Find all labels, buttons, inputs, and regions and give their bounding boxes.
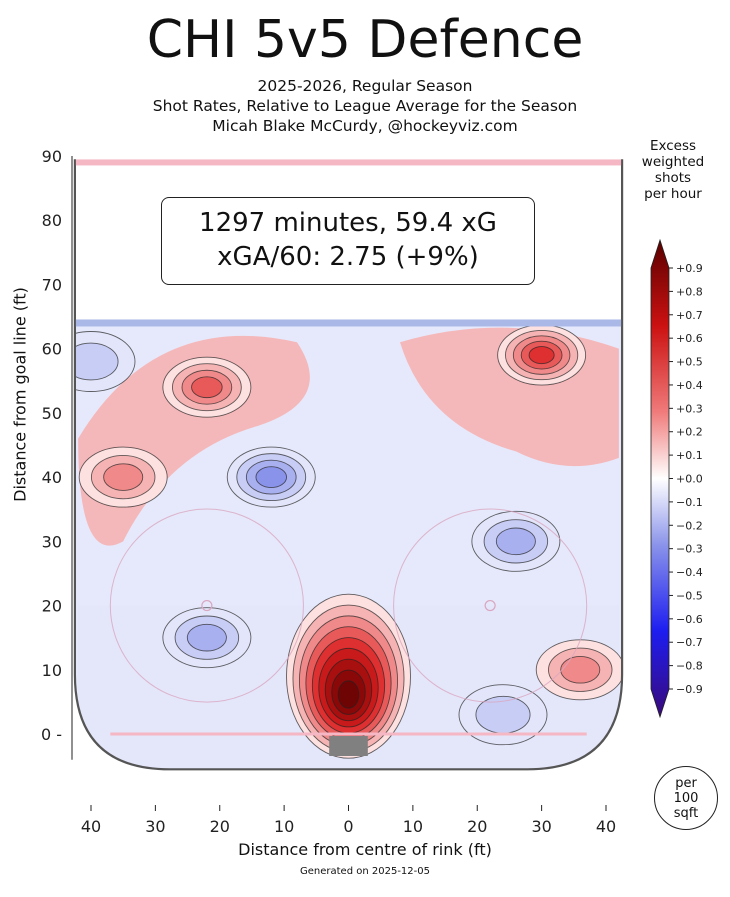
faceoff-dot — [201, 599, 213, 612]
rink-boards — [73, 159, 624, 771]
heat-region-left-point-cold — [74, 331, 136, 392]
contour-level — [103, 463, 144, 491]
goal-net — [329, 736, 368, 756]
y-tick-label: 70 — [42, 275, 62, 294]
contour-level — [186, 623, 227, 652]
contour-level — [191, 376, 223, 399]
x-tick-label: 30 — [145, 817, 165, 836]
colorbar-tick-label: −0.9 — [676, 683, 703, 696]
y-axis-label: Distance from goal line (ft) — [10, 287, 30, 502]
contour-level — [337, 680, 360, 709]
unit-badge: per 100 sqft — [654, 766, 718, 830]
summary-minutes-xg: 1297 minutes, 59.4 xG — [199, 208, 497, 238]
x-tick-label: 40 — [596, 817, 616, 836]
x-tick-label: 10 — [403, 817, 423, 836]
colorbar-title-line: Excess — [649, 138, 697, 154]
colorbar-tick-label: +0.2 — [676, 426, 703, 439]
colorbar-title: Excess weighted shots per hour — [638, 138, 708, 202]
colorbar-title-line: per hour — [644, 186, 702, 202]
y-tick-label: 60 — [42, 340, 62, 359]
faceoff-circle — [109, 508, 304, 703]
subtitle-description: Shot Rates, Relative to League Average f… — [152, 97, 578, 115]
heat-region-right-circle-cold — [471, 510, 561, 572]
colorbar-tick-label: +0.4 — [676, 379, 703, 392]
colorbar-tick-label: +0.5 — [676, 356, 703, 369]
page-title: CHI 5v5 Defence — [146, 10, 584, 70]
x-tick-label: 40 — [81, 817, 101, 836]
subtitle-season: 2025-2026, Regular Season — [257, 77, 473, 95]
colorbar-tick-label: +0.6 — [676, 332, 703, 345]
colorbar-tick-label: +0.3 — [676, 402, 703, 415]
y-tick-label: 10 — [42, 661, 62, 680]
x-tick-label: 20 — [210, 817, 230, 836]
heat-region-right-crease-cold — [458, 684, 548, 746]
colorbar-tick-label: +0.8 — [676, 285, 703, 298]
top-line — [75, 159, 622, 166]
colorbar-tick-label: −0.4 — [676, 566, 703, 579]
colorbar-tick-label: −0.8 — [676, 660, 703, 673]
contour-level — [528, 346, 555, 365]
unit-badge-line: sqft — [673, 806, 699, 821]
colorbar-tick-label: +0.7 — [676, 309, 703, 322]
contour-level — [495, 527, 536, 556]
y-tick-label: 40 — [42, 468, 62, 487]
y-tick-label: 80 — [42, 211, 62, 230]
heat-region-high-slot-cold — [226, 446, 316, 508]
colorbar-tick-label: −0.7 — [676, 636, 703, 649]
colorbar-tick-label: −0.6 — [676, 613, 703, 626]
x-tick-label: 20 — [467, 817, 487, 836]
colorbar-tick-label: +0.1 — [676, 449, 703, 462]
colorbar-tick-label: +0.9 — [676, 262, 703, 275]
rink-markings — [73, 159, 624, 771]
heat-region-left-point — [162, 356, 252, 418]
heat-region-right-point-high — [497, 324, 587, 386]
colorbar-title-line: shots — [654, 170, 692, 186]
y-tick-label: 20 — [42, 597, 62, 616]
colorbar-tick-label: −0.3 — [676, 543, 703, 556]
subtitle-author: Micah Blake McCurdy, @hockeyviz.com — [212, 117, 518, 135]
colorbar: +0.9 +0.8 +0.7 +0.6 +0.5 +0.4 +0.3 +0.2 +0.1 +0.0… — [650, 238, 703, 719]
summary-xga60: xGA/60: 2.75 (+9%) — [217, 242, 479, 272]
heat-region-left-circle-cold — [162, 607, 252, 669]
colorbar-gradient — [650, 238, 670, 719]
heat-region-left-boards — [78, 446, 168, 508]
contour-level — [255, 466, 288, 488]
generated-date: Generated on 2025-12-05 — [300, 866, 430, 877]
faceoff-dot — [484, 599, 496, 612]
colorbar-tick-label: −0.2 — [676, 519, 703, 532]
heat-region-right-low-corner — [535, 639, 623, 701]
contour-level — [560, 655, 601, 684]
unit-badge-line: 100 — [673, 791, 699, 806]
y-tick-label: 0 - — [41, 725, 62, 744]
blue-line — [75, 319, 622, 327]
unit-badge-line: per — [675, 776, 697, 791]
faceoff-circle — [393, 508, 588, 703]
heat-region-slot-hotspot — [286, 593, 411, 759]
colorbar-tick-label: +0.0 — [676, 473, 703, 486]
x-tick-label: 30 — [531, 817, 551, 836]
y-tick-label: 30 — [42, 532, 62, 551]
colorbar-tick-label: −0.5 — [676, 589, 703, 602]
colorbar-title-line: weighted — [641, 154, 705, 170]
colorbar-tick-label: −0.1 — [676, 496, 703, 509]
x-axis-label: Distance from centre of rink (ft) — [238, 840, 492, 859]
x-tick-label: 0 — [343, 817, 353, 836]
axes: 0 - 10 20 30 40 50 60 70 80 90 40 30 20 10 0 10 20 30 40 — [41, 147, 616, 836]
contour-level — [74, 342, 119, 381]
summary-box: 1297 minutes, 59.4 xG xGA/60: 2.75 (+9%) — [161, 197, 535, 285]
y-tick-label: 90 — [42, 147, 62, 166]
y-tick-label: 50 — [42, 404, 62, 423]
x-tick-label: 10 — [274, 817, 294, 836]
